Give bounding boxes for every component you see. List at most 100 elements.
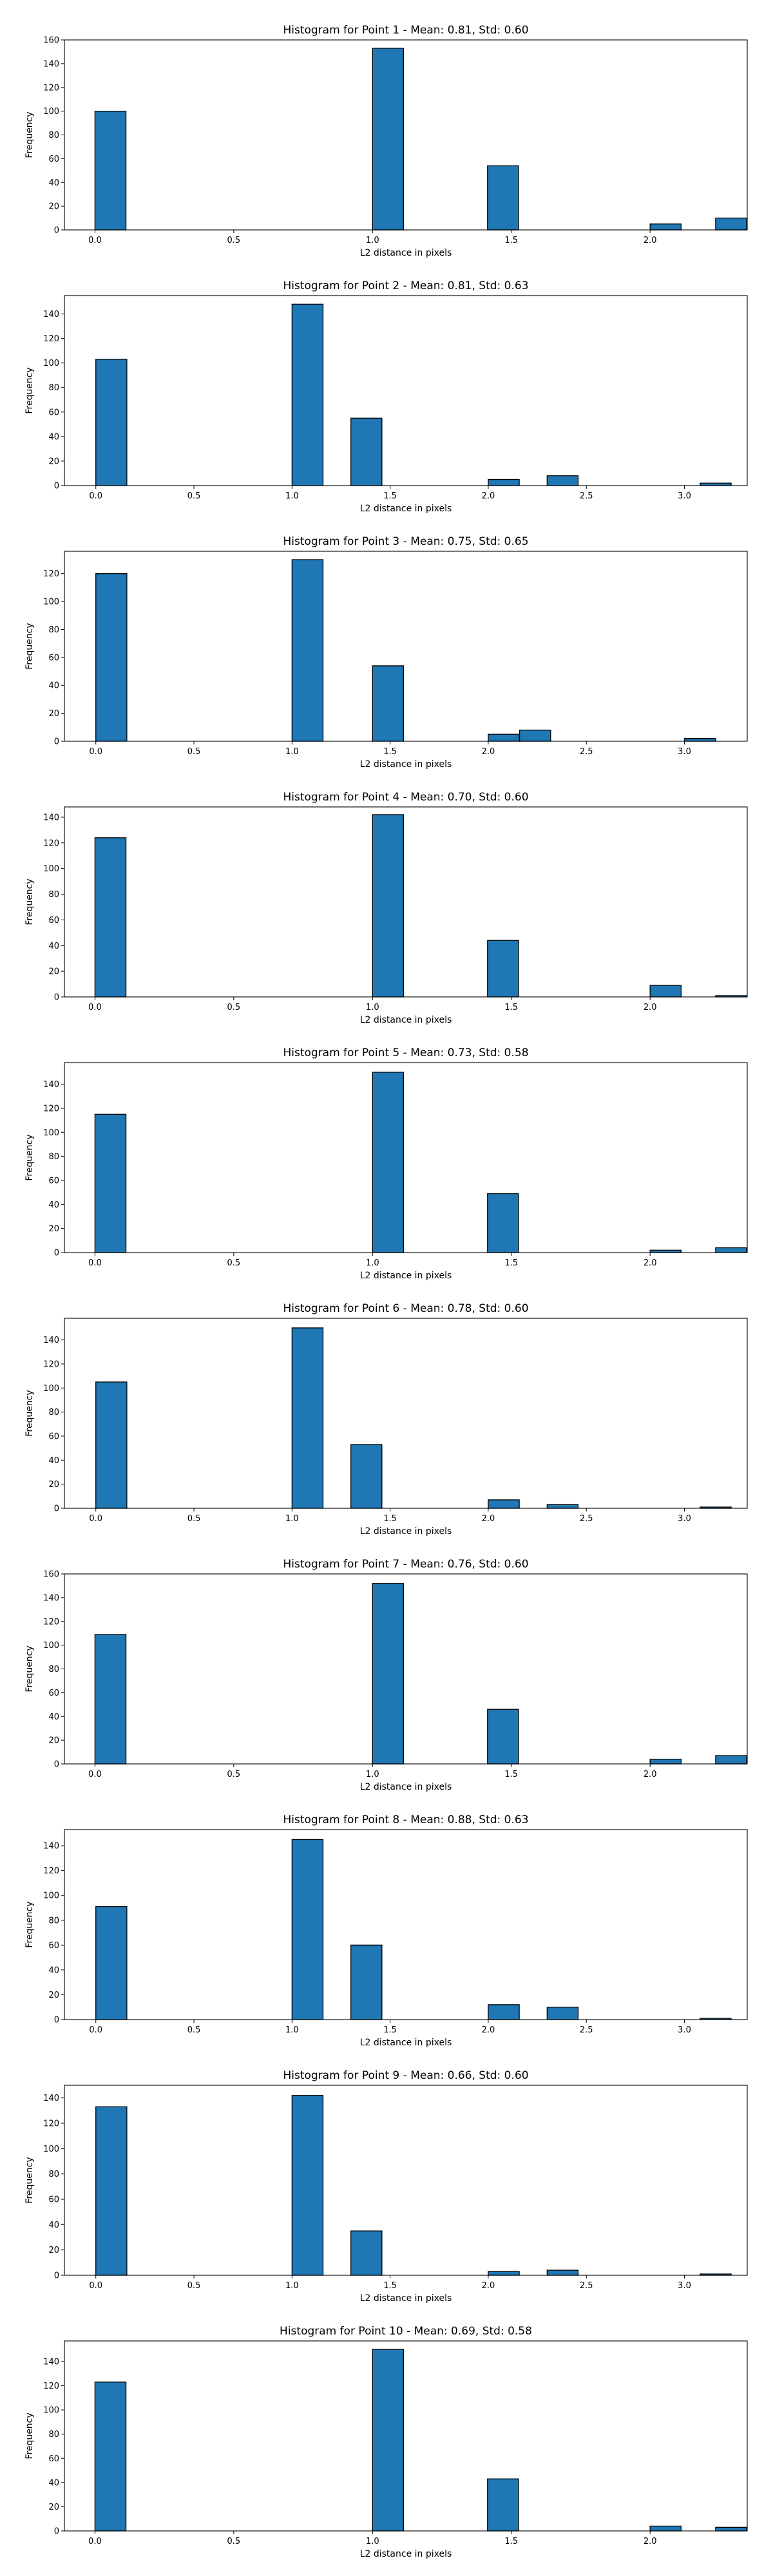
y-tick-label: 40 [48, 1456, 59, 1466]
histogram-bar [715, 2526, 747, 2532]
histogram-bar [291, 1839, 324, 2020]
x-tick-label: 2.5 [580, 1514, 593, 1524]
x-tick-label: 3.0 [678, 2281, 691, 2291]
histogram-bar [291, 559, 324, 742]
y-tick-label: 80 [48, 1916, 59, 1926]
axes-frame [64, 1318, 748, 1509]
x-tick-label: 1.5 [504, 2537, 518, 2546]
y-tick-label: 60 [48, 408, 59, 417]
histogram-bar [487, 1193, 519, 1253]
y-tick-label: 0 [54, 1760, 59, 1770]
histogram-panel-2: Histogram for Point 2 - Mean: 0.81, Std:… [24, 279, 748, 514]
x-axis-label: L2 distance in pixels [360, 1015, 452, 1025]
x-tick-label: 1.5 [504, 1258, 518, 1268]
y-tick-label: 40 [48, 2478, 59, 2488]
y-tick-label: 20 [48, 1991, 59, 2000]
y-tick-label: 40 [48, 1712, 59, 1722]
x-tick-label: 3.0 [678, 491, 691, 501]
y-tick-label: 20 [48, 2503, 59, 2512]
y-tick-label: 100 [43, 598, 59, 607]
x-tick-label: 1.5 [383, 491, 397, 501]
histogram-bar [546, 1504, 579, 1509]
histogram-bar [95, 2106, 128, 2276]
y-tick-label: 40 [48, 1200, 59, 1210]
histogram-panel-7: Histogram for Point 7 - Mean: 0.76, Std:… [24, 1558, 748, 1792]
chart-title: Histogram for Point 4 - Mean: 0.70, Std:… [283, 791, 528, 804]
y-tick-label: 60 [48, 1689, 59, 1698]
x-tick-label: 1.0 [366, 1003, 379, 1012]
histogram-panel-5: Histogram for Point 5 - Mean: 0.73, Std:… [24, 1046, 748, 1281]
x-tick-label: 2.0 [644, 2537, 657, 2546]
y-tick-label: 100 [43, 1128, 59, 1138]
x-tick-label: 1.0 [366, 236, 379, 245]
x-tick-label: 0.5 [227, 236, 241, 245]
y-tick-label: 100 [43, 1891, 59, 1901]
y-tick-label: 20 [48, 457, 59, 466]
histogram-panel-9: Histogram for Point 9 - Mean: 0.66, Std:… [24, 2069, 748, 2304]
x-axis-label: L2 distance in pixels [360, 2293, 452, 2304]
axes-frame [64, 2085, 748, 2276]
x-tick-label: 2.5 [580, 491, 593, 501]
y-tick-label: 120 [43, 2119, 59, 2129]
chart-title: Histogram for Point 6 - Mean: 0.78, Std:… [283, 1302, 528, 1315]
x-tick-label: 0.5 [187, 747, 201, 757]
x-tick-label: 2.0 [644, 1003, 657, 1012]
histogram-bar [649, 223, 682, 231]
y-axis-label: Frequency [24, 2412, 35, 2459]
y-tick-label: 140 [43, 813, 59, 822]
y-tick-label: 100 [43, 1641, 59, 1651]
histogram-bar [700, 482, 732, 486]
y-tick-label: 80 [48, 1665, 59, 1674]
histogram-bar [488, 478, 520, 486]
y-tick-label: 0 [54, 482, 59, 491]
histogram-bar [488, 1499, 520, 1509]
y-tick-label: 60 [48, 1941, 59, 1951]
axes-frame [64, 2340, 748, 2532]
histogram-bar [649, 1249, 682, 1253]
histogram-panel-1: Histogram for Point 1 - Mean: 0.81, Std:… [24, 24, 748, 258]
y-tick-label: 120 [43, 1359, 59, 1369]
chart-title: Histogram for Point 9 - Mean: 0.66, Std:… [283, 2069, 528, 2082]
histogram-bar [715, 217, 747, 231]
x-tick-label: 0.5 [227, 2537, 241, 2546]
axes-frame [64, 806, 748, 998]
y-tick-label: 60 [48, 155, 59, 164]
y-tick-label: 40 [48, 942, 59, 951]
histogram-bar [95, 1381, 128, 1509]
histogram-bar [95, 573, 128, 742]
histogram-bar [372, 48, 405, 231]
x-tick-label: 0.0 [89, 2025, 102, 2035]
histogram-bar [372, 665, 405, 742]
x-tick-label: 0.5 [187, 491, 201, 501]
x-axis-label: L2 distance in pixels [360, 1782, 452, 1792]
chart-title: Histogram for Point 8 - Mean: 0.88, Std:… [283, 1814, 528, 1826]
x-tick-label: 2.0 [482, 1514, 495, 1524]
y-tick-label: 20 [48, 1480, 59, 1490]
chart-title: Histogram for Point 5 - Mean: 0.73, Std:… [283, 1046, 528, 1059]
histogram-bar [487, 1709, 519, 1765]
histogram-bar [519, 730, 551, 742]
x-tick-label: 1.0 [285, 747, 299, 757]
x-tick-label: 0.5 [227, 1258, 241, 1268]
histogram-bar [487, 2478, 519, 2532]
y-tick-label: 120 [43, 1104, 59, 1113]
x-tick-label: 1.5 [504, 1770, 518, 1779]
x-tick-label: 1.5 [383, 1514, 397, 1524]
x-tick-label: 1.5 [383, 2281, 397, 2291]
y-tick-label: 140 [43, 59, 59, 69]
x-tick-label: 2.0 [482, 2281, 495, 2291]
x-tick-label: 1.0 [285, 2281, 299, 2291]
histogram-bar [683, 738, 716, 742]
x-tick-label: 0.0 [88, 1258, 102, 1268]
y-tick-label: 60 [48, 916, 59, 925]
x-tick-label: 1.0 [366, 1258, 379, 1268]
x-tick-label: 2.0 [482, 491, 495, 501]
x-tick-label: 1.5 [383, 2025, 397, 2035]
y-axis-label: Frequency [24, 878, 35, 925]
x-tick-label: 1.5 [383, 747, 397, 757]
chart-title: Histogram for Point 2 - Mean: 0.81, Std:… [283, 279, 528, 292]
y-tick-label: 40 [48, 1965, 59, 1975]
y-tick-label: 100 [43, 359, 59, 368]
histogram-bar [291, 303, 324, 486]
x-tick-label: 0.5 [227, 1770, 241, 1779]
